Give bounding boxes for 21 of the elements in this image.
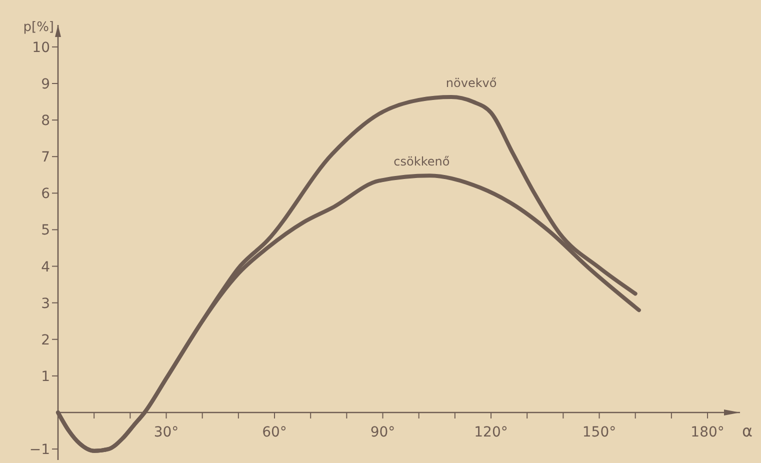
y-tick-label: 10 bbox=[32, 40, 50, 56]
y-tick-label: 1 bbox=[41, 368, 50, 385]
x-tick-label: 150° bbox=[582, 424, 616, 440]
y-tick-label: 6 bbox=[41, 186, 50, 202]
x-tick-label: 30° bbox=[154, 424, 179, 440]
y-tick-label: 3 bbox=[41, 296, 50, 312]
y-tick-label: 9 bbox=[41, 76, 50, 92]
y-tick-label: 5 bbox=[41, 222, 50, 239]
y-axis-title: p[%] bbox=[23, 20, 54, 35]
x-tick-label: 120° bbox=[474, 424, 508, 440]
x-tick-label: 60° bbox=[262, 424, 287, 440]
x-tick-label: 90° bbox=[370, 424, 396, 440]
y-tick-label: 7 bbox=[41, 150, 50, 166]
series-label: csökkenő bbox=[394, 154, 450, 169]
y-tick-label: 2 bbox=[41, 332, 50, 348]
y-tick-label: 4 bbox=[41, 259, 50, 276]
x-axis-title: α bbox=[742, 421, 753, 440]
series-label: növekvő bbox=[446, 76, 497, 90]
y-tick-label: 8 bbox=[41, 113, 50, 130]
x-tick-label: 180° bbox=[690, 424, 724, 440]
y-tick-label: −1 bbox=[29, 442, 50, 458]
